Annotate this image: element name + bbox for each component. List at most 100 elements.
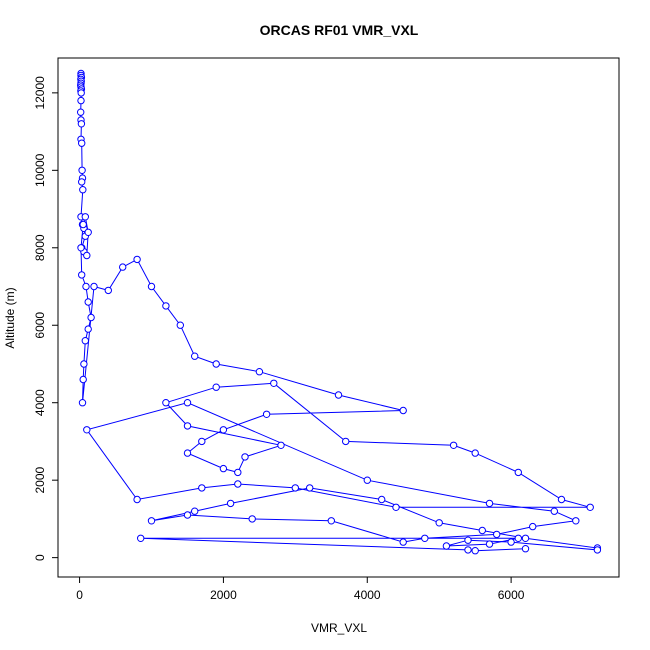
data-point xyxy=(219,464,228,473)
data-point xyxy=(78,399,87,407)
series-line xyxy=(80,73,598,552)
data-point xyxy=(334,391,343,399)
data-point xyxy=(507,538,515,546)
data-point xyxy=(514,468,522,477)
y-tick-label: 4000 xyxy=(33,389,47,416)
data-point xyxy=(78,139,86,147)
data-point xyxy=(183,422,192,430)
y-tick-label: 8000 xyxy=(33,234,47,261)
data-point xyxy=(77,244,85,252)
data-point xyxy=(219,426,228,434)
data-point xyxy=(234,480,242,488)
data-point xyxy=(435,519,443,527)
data-point xyxy=(198,437,206,446)
data-point xyxy=(183,511,192,519)
chart-title: ORCAS RF01 VMR_VXL xyxy=(260,22,419,38)
data-point xyxy=(191,352,199,360)
data-point xyxy=(133,255,141,264)
data-point xyxy=(137,534,145,542)
data-point xyxy=(212,383,220,391)
data-point xyxy=(79,375,87,384)
data-point xyxy=(529,522,537,531)
data-point xyxy=(104,286,113,295)
data-point xyxy=(399,406,407,415)
data-point xyxy=(162,302,170,310)
data-point xyxy=(327,517,335,525)
data-point xyxy=(262,410,271,418)
x-tick-label: 4000 xyxy=(354,588,381,602)
data-point xyxy=(84,298,92,306)
data-point xyxy=(226,499,235,508)
data-point xyxy=(198,484,206,492)
data-point xyxy=(78,166,86,175)
data-point xyxy=(557,495,566,504)
data-point xyxy=(399,538,407,546)
y-axis: 0 2000 4000 6000 8000 10000 12000 xyxy=(33,76,59,561)
data-point xyxy=(464,546,472,554)
data-point xyxy=(162,399,170,407)
data-point xyxy=(270,379,278,387)
data-point xyxy=(378,495,386,504)
data-point xyxy=(183,399,192,407)
data-point xyxy=(81,213,90,221)
data-point xyxy=(87,313,95,322)
data-point xyxy=(80,360,88,368)
series-layer xyxy=(77,69,602,555)
data-point xyxy=(306,484,314,492)
data-point xyxy=(81,337,90,345)
data-point xyxy=(77,96,85,105)
data-point xyxy=(83,251,91,260)
x-tick-label: 2000 xyxy=(210,588,237,602)
data-point xyxy=(471,547,479,555)
data-point xyxy=(119,263,127,271)
plot-frame xyxy=(57,57,620,578)
y-tick-label: 6000 xyxy=(33,312,47,339)
data-point xyxy=(83,426,91,434)
data-point xyxy=(342,437,350,446)
data-point xyxy=(248,515,256,523)
x-axis-label: VMR_VXL xyxy=(311,621,367,635)
data-point xyxy=(79,220,87,229)
data-point xyxy=(442,542,451,550)
data-point xyxy=(572,517,580,525)
data-point xyxy=(79,186,87,194)
data-point xyxy=(471,449,479,457)
data-point xyxy=(82,282,90,291)
data-point xyxy=(77,120,86,128)
data-point xyxy=(277,441,285,449)
y-tick-label: 10000 xyxy=(33,153,47,187)
data-point xyxy=(77,108,85,116)
data-point xyxy=(147,282,156,291)
data-point xyxy=(449,441,458,449)
data-point xyxy=(464,536,472,544)
data-point xyxy=(191,507,199,515)
data-point xyxy=(291,484,299,492)
data-point xyxy=(212,360,220,368)
data-point xyxy=(514,534,522,542)
data-point xyxy=(550,507,558,515)
x-tick-label: 6000 xyxy=(498,588,525,602)
data-point xyxy=(493,530,501,539)
y-tick-label: 2000 xyxy=(33,467,47,494)
data-point xyxy=(586,503,594,511)
data-point xyxy=(176,321,185,329)
data-point xyxy=(363,476,371,484)
y-tick-label: 0 xyxy=(33,554,47,561)
y-tick-label: 12000 xyxy=(33,76,47,110)
data-point xyxy=(478,526,486,535)
data-point xyxy=(147,517,156,525)
x-tick-label: 0 xyxy=(76,588,83,602)
data-point xyxy=(241,453,249,461)
data-point xyxy=(84,325,92,333)
data-point xyxy=(77,89,85,97)
data-point xyxy=(84,228,92,237)
data-point xyxy=(183,449,192,457)
data-point xyxy=(78,271,86,279)
y-axis-label: Altitude (m) xyxy=(3,287,17,348)
data-point xyxy=(255,368,264,376)
data-point xyxy=(133,495,141,504)
data-point xyxy=(78,178,86,186)
data-point xyxy=(392,503,400,511)
data-point xyxy=(485,499,494,508)
